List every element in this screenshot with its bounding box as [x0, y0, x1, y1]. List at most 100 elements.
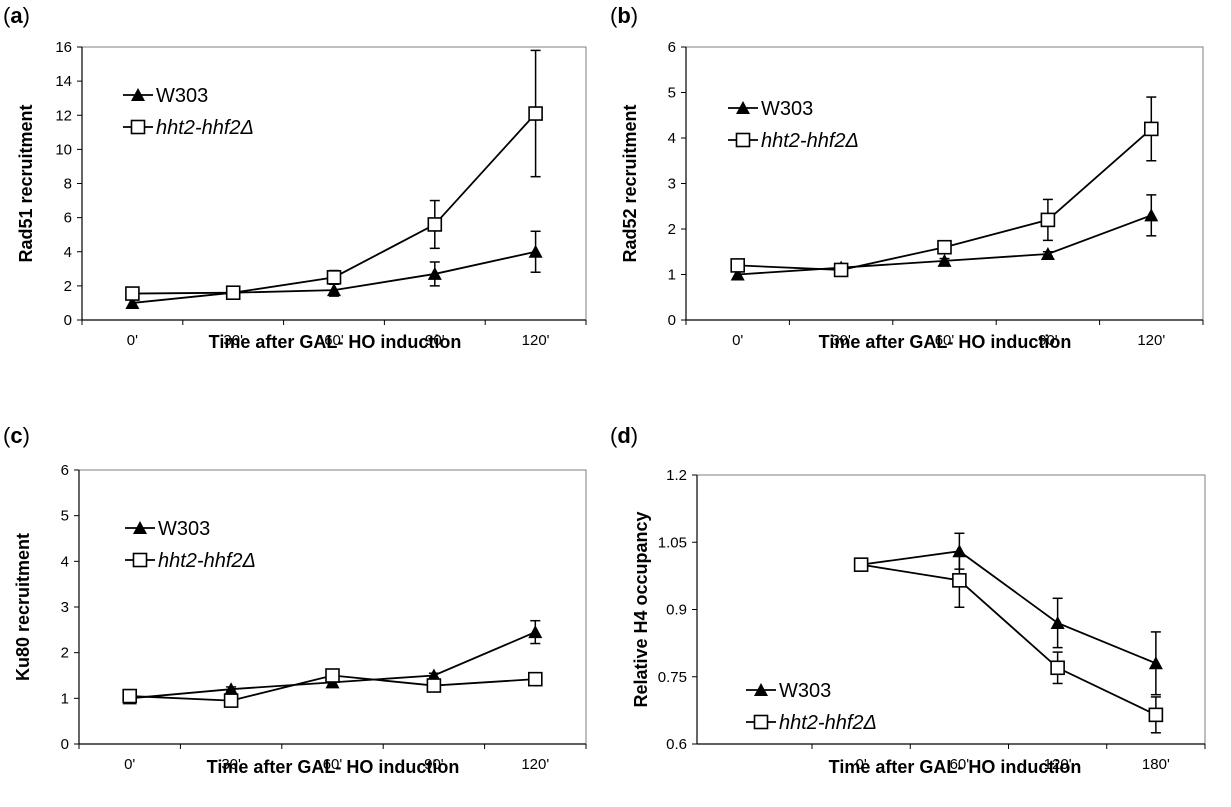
y-tick-label: 2: [64, 278, 72, 295]
x-tick-label: 120': [521, 756, 549, 773]
legend-marker: [736, 101, 750, 114]
y-tick-label: 16: [55, 39, 72, 56]
legend-label: W303: [761, 98, 813, 120]
data-point: [730, 267, 745, 281]
data-point: [730, 258, 746, 273]
data-point: [1148, 707, 1164, 723]
data-point: [833, 262, 849, 278]
data-point: [1144, 208, 1159, 222]
legend-marker: [132, 552, 148, 568]
data-point: [224, 682, 239, 696]
y-tick-label: 6: [61, 462, 69, 479]
legend: W303 hht2-hhf2Δ: [125, 518, 256, 572]
y-tick-label: 4: [61, 553, 69, 570]
y-tick-label: 4: [64, 244, 72, 261]
legend-marker: [133, 521, 147, 534]
legend: W303 hht2-hhf2Δ: [728, 98, 859, 152]
y-tick-label: 3: [61, 599, 69, 616]
legend-label: W303: [779, 680, 831, 702]
data-point: [528, 244, 543, 258]
legend-label: W303: [158, 518, 210, 540]
x-tick-label: 120': [1044, 756, 1072, 773]
y-tick-label: 1: [61, 690, 69, 707]
x-tick-label: 60': [323, 756, 343, 773]
panel-label: (b): [610, 3, 638, 28]
data-point: [427, 266, 442, 280]
y-tick-label: 0: [61, 736, 69, 753]
y-tick-label: 5: [61, 508, 69, 525]
data-point: [122, 688, 137, 704]
y-tick-label: 14: [55, 73, 72, 90]
x-axis-title: Time after GAL- HO induction: [819, 332, 1072, 352]
panel-label: (a): [3, 3, 30, 28]
series-line: [860, 563, 1157, 716]
x-tick-label: 120': [1137, 332, 1165, 349]
x-tick-label: 120': [522, 332, 550, 349]
legend-marker: [131, 88, 145, 101]
y-tick-label: 1.2: [666, 467, 687, 484]
y-tick-label: 2: [61, 645, 69, 662]
legend-label: W303: [156, 85, 208, 107]
x-tick-label: 60': [935, 332, 955, 349]
y-tick-label: 5: [668, 85, 676, 102]
legend-marker: [754, 683, 768, 696]
y-tick-label: 4: [668, 130, 676, 147]
x-tick-label: 90': [425, 332, 445, 349]
y-tick-label: 1.05: [658, 534, 687, 551]
y-tick-label: 8: [64, 176, 72, 193]
series-mutant: [122, 668, 543, 708]
chart-panel-d: (d) 0.6 0.75 0.9 1.05 1.2 0' 60' 120' 180' Time af…: [610, 423, 1206, 777]
x-tick-label: 0': [124, 756, 135, 773]
legend: W303 hht2-hhf2Δ: [746, 680, 877, 734]
legend: W303 hht2-hhf2Δ: [123, 85, 254, 139]
x-tick-label: 90': [1038, 332, 1058, 349]
data-point: [528, 625, 543, 639]
series-line: [129, 631, 536, 700]
series-mutant: [853, 552, 1164, 734]
data-point: [1148, 656, 1163, 670]
data-point: [1050, 615, 1065, 629]
x-tick-label: 30': [223, 332, 243, 349]
data-point: [1040, 212, 1056, 228]
series-w303: [122, 619, 543, 705]
legend-label: hht2-hhf2Δ: [761, 130, 859, 152]
data-point: [326, 270, 342, 285]
data-point: [937, 239, 952, 255]
y-axis-title: Ku80 recruitment: [13, 533, 33, 681]
legend-marker: [735, 132, 751, 148]
y-axis-title: Relative H4 occupancy: [631, 511, 651, 707]
data-point: [125, 295, 140, 309]
legend-marker: [753, 714, 769, 730]
legend-label: hht2-hhf2Δ: [158, 550, 256, 572]
series-line: [861, 550, 1157, 665]
y-axis-title: Rad52 recruitment: [620, 104, 640, 262]
y-tick-label: 0: [668, 312, 676, 329]
x-tick-label: 0': [732, 332, 743, 349]
data-point: [1050, 660, 1065, 676]
x-tick-label: 30': [221, 756, 241, 773]
series-mutant: [730, 96, 1159, 278]
data-point: [952, 573, 967, 588]
x-tick-label: 60': [324, 332, 344, 349]
x-tick-label: 30': [831, 332, 851, 349]
data-point: [327, 283, 341, 297]
y-tick-label: 0: [64, 312, 72, 329]
x-axis-title: Time after GAL- HO induction: [829, 757, 1082, 777]
y-tick-label: 1: [668, 267, 676, 284]
data-point: [1144, 121, 1159, 137]
data-point: [223, 693, 239, 708]
plot-area: [696, 474, 1206, 745]
x-tick-label: 0': [127, 332, 138, 349]
legend-label: hht2-hhf2Δ: [156, 117, 254, 139]
x-tick-label: 60': [950, 756, 970, 773]
x-tick-label: 180': [1142, 756, 1170, 773]
data-point: [427, 217, 443, 232]
data-point: [527, 671, 543, 687]
plot-area: [685, 46, 1204, 321]
y-axis-title: Rad51 recruitment: [16, 104, 36, 262]
panel-label: (d): [610, 423, 638, 448]
x-tick-label: 90': [424, 756, 444, 773]
